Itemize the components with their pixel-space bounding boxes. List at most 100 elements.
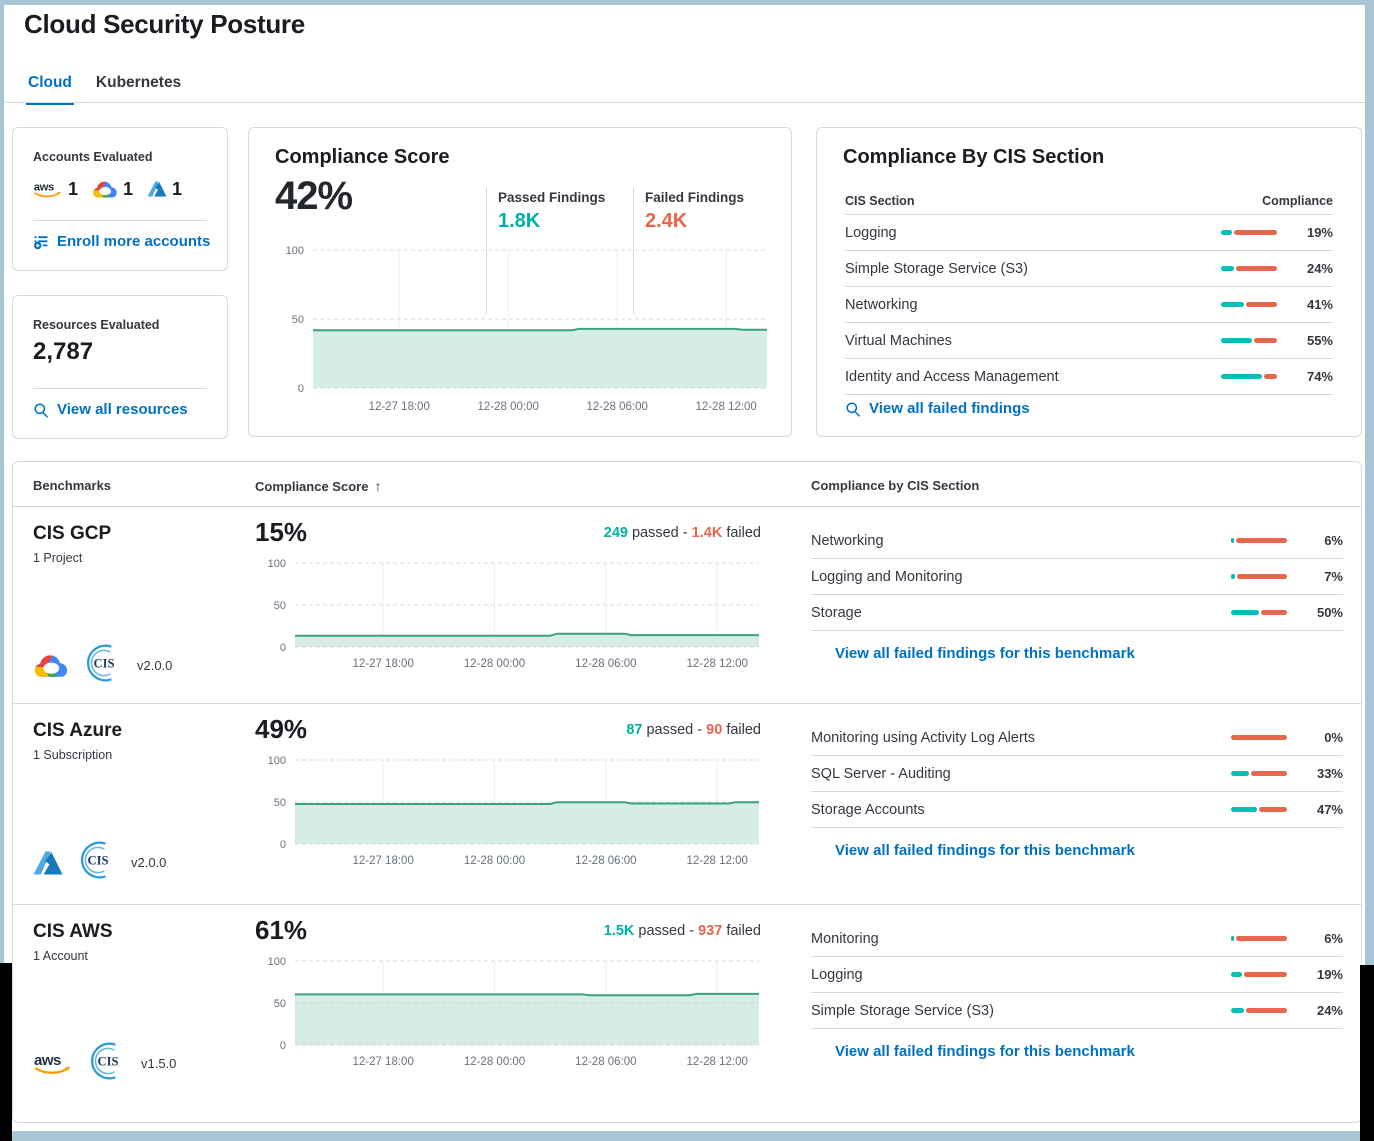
view-failed-findings-benchmark-link[interactable]: View all failed findings for this benchm… (811, 1043, 1343, 1060)
view-failed-findings-benchmark-link[interactable]: View all failed findings for this benchm… (811, 645, 1343, 662)
compliance-by-cis-section-card: Compliance By CIS Section CIS Section Co… (816, 127, 1362, 437)
cis-section-row: Identity and Access Management 74% (845, 359, 1333, 395)
compliance-bar-failed (1259, 807, 1287, 812)
compliance-bar (1231, 807, 1287, 812)
compliance-bar-failed (1231, 735, 1287, 740)
view-failed-findings-benchmark-label: View all failed findings for this benchm… (835, 842, 1135, 859)
tab-bar: Cloud Kubernetes (16, 65, 193, 105)
separator: - (682, 525, 688, 541)
view-all-failed-findings-link[interactable]: View all failed findings (845, 400, 1030, 417)
passed-findings-value: 1.8K (498, 210, 541, 232)
benchmark-info: CIS GCP 1 Project CIS v2.0.0 (33, 507, 245, 682)
passed-word: passed (638, 923, 686, 939)
svg-text:12-28 00:00: 12-28 00:00 (464, 658, 525, 670)
failed-word: failed (726, 923, 761, 939)
svg-text:100: 100 (268, 956, 286, 968)
compliance-percent: 19% (1306, 225, 1333, 240)
passed-word: passed (646, 722, 694, 738)
svg-text:12-27 18:00: 12-27 18:00 (369, 401, 430, 413)
svg-text:12-27 18:00: 12-27 18:00 (352, 855, 413, 867)
compliance-percent: 19% (1316, 967, 1343, 982)
svg-text:12-28 00:00: 12-28 00:00 (464, 855, 525, 867)
provider-count-azure: 1 (147, 179, 182, 200)
compliance-bar (1231, 610, 1287, 615)
cis-section-label: Simple Storage Service (S3) (811, 1002, 994, 1019)
compliance-percent: 24% (1306, 261, 1333, 276)
cis-section-list: Networking 6% Logging and Monitoring 7% … (811, 523, 1343, 631)
compliance-bar-failed (1251, 771, 1287, 776)
failed-findings-value: 2.4K (645, 210, 688, 232)
cis-logo: CIS (77, 840, 117, 885)
compliance-trend-chart: 0 50 100 12-27 18:00 12-28 00:00 12-28 06:00 1… (255, 955, 765, 1080)
sort-ascending-icon: ↑ (374, 478, 382, 494)
cis-section-label: Identity and Access Management (845, 368, 1059, 385)
benchmark-rows: CIS GCP 1 Project CIS v2.0.0 15% 249 pas… (13, 507, 1361, 1125)
cis-section-row: SQL Server - Auditing 33% (811, 756, 1343, 792)
compliance-bar-passed (1231, 610, 1259, 615)
aws-logo: aws (33, 1051, 73, 1076)
svg-text:100: 100 (268, 755, 286, 767)
enroll-more-accounts-link[interactable]: Enroll more accounts (33, 233, 210, 250)
cis-section-row: Storage Accounts 47% (811, 792, 1343, 828)
compliance-percent: 6% (1324, 931, 1343, 946)
compliance-bar-passed (1221, 230, 1232, 235)
svg-text:12-27 18:00: 12-27 18:00 (352, 1056, 413, 1068)
compliance-score-sort-header[interactable]: Compliance Score ↑ (255, 478, 381, 494)
benchmark-info: CIS Azure 1 Subscription CIS v2.0.0 (33, 704, 245, 879)
svg-text:12-27 18:00: 12-27 18:00 (352, 658, 413, 670)
provider-counts: aws 1 1 1 (33, 172, 182, 206)
cis-section-rows: Logging 19% Simple Storage Service (S3) … (845, 214, 1333, 395)
tab-cloud[interactable]: Cloud (16, 65, 84, 105)
search-icon (845, 401, 861, 417)
compliance-bar (1231, 936, 1287, 941)
accounts-evaluated-title: Accounts Evaluated (33, 150, 153, 164)
compliance-bar-passed (1221, 266, 1234, 271)
view-failed-findings-benchmark-link[interactable]: View all failed findings for this benchm… (811, 842, 1343, 859)
compliance-bar-failed (1261, 610, 1287, 615)
accounts-evaluated-card: Accounts Evaluated aws 1 1 1 Enroll more ac… (12, 127, 228, 271)
resources-evaluated-title: Resources Evaluated (33, 318, 160, 332)
cis-section-label: Logging (845, 224, 897, 241)
screenshot-black-edge-right (1360, 965, 1374, 1141)
svg-text:0: 0 (280, 839, 286, 851)
compliance-percent: 6% (1324, 533, 1343, 548)
cis-section-label: Logging (811, 966, 863, 983)
cis-section-list: Monitoring 6% Logging 19% Simple Storage… (811, 921, 1343, 1029)
benchmark-cis-sections: Monitoring 6% Logging 19% Simple Storage… (811, 905, 1343, 1060)
aws-icon: aws (33, 180, 63, 199)
cis-section-row: Simple Storage Service (S3) 24% (811, 993, 1343, 1029)
compliance-bar (1231, 538, 1287, 543)
cis-section-row: Monitoring using Activity Log Alerts 0% (811, 720, 1343, 756)
compliance-score-trend-chart: 0 50 100 12-27 18:00 12-28 00:00 12-28 06:00 1… (267, 238, 775, 424)
svg-text:12-28 00:00: 12-28 00:00 (464, 1056, 525, 1068)
cis-section-card-title: Compliance By CIS Section (843, 146, 1105, 168)
cis-section-list: Monitoring using Activity Log Alerts 0% … (811, 720, 1343, 828)
svg-text:12-28 12:00: 12-28 12:00 (687, 1056, 748, 1068)
compliance-bar-passed (1231, 1008, 1244, 1013)
cis-section-row: Simple Storage Service (S3) 24% (845, 251, 1333, 287)
cis-section-row: Logging and Monitoring 7% (811, 559, 1343, 595)
failed-count: 1.4K (691, 525, 723, 541)
svg-text:12-28 06:00: 12-28 06:00 (575, 658, 636, 670)
tab-kubernetes[interactable]: Kubernetes (95, 74, 182, 91)
svg-text:CIS: CIS (98, 1055, 119, 1069)
cis-section-label: SQL Server - Auditing (811, 765, 951, 782)
svg-text:12-28 12:00: 12-28 12:00 (695, 401, 756, 413)
view-all-resources-link[interactable]: View all resources (33, 401, 188, 418)
compliance-bar (1231, 771, 1287, 776)
compliance-bar (1231, 1008, 1287, 1013)
azure-account-count: 1 (172, 178, 183, 199)
passed-count: 87 (626, 722, 643, 738)
passed-findings-stat: Passed Findings 1.8K (498, 190, 605, 233)
cis-section-row: Logging 19% (845, 215, 1333, 251)
compliance-score-card: Compliance Score 42% Passed Findings 1.8… (248, 127, 792, 437)
view-all-failed-findings-label: View all failed findings (869, 400, 1030, 417)
azure-logo (33, 849, 63, 877)
benchmark-scope: 1 Account (33, 949, 88, 963)
svg-text:50: 50 (274, 998, 286, 1010)
svg-text:12-28 12:00: 12-28 12:00 (687, 855, 748, 867)
svg-text:0: 0 (280, 642, 286, 654)
search-icon (811, 646, 827, 662)
compliance-bar (1221, 302, 1277, 307)
